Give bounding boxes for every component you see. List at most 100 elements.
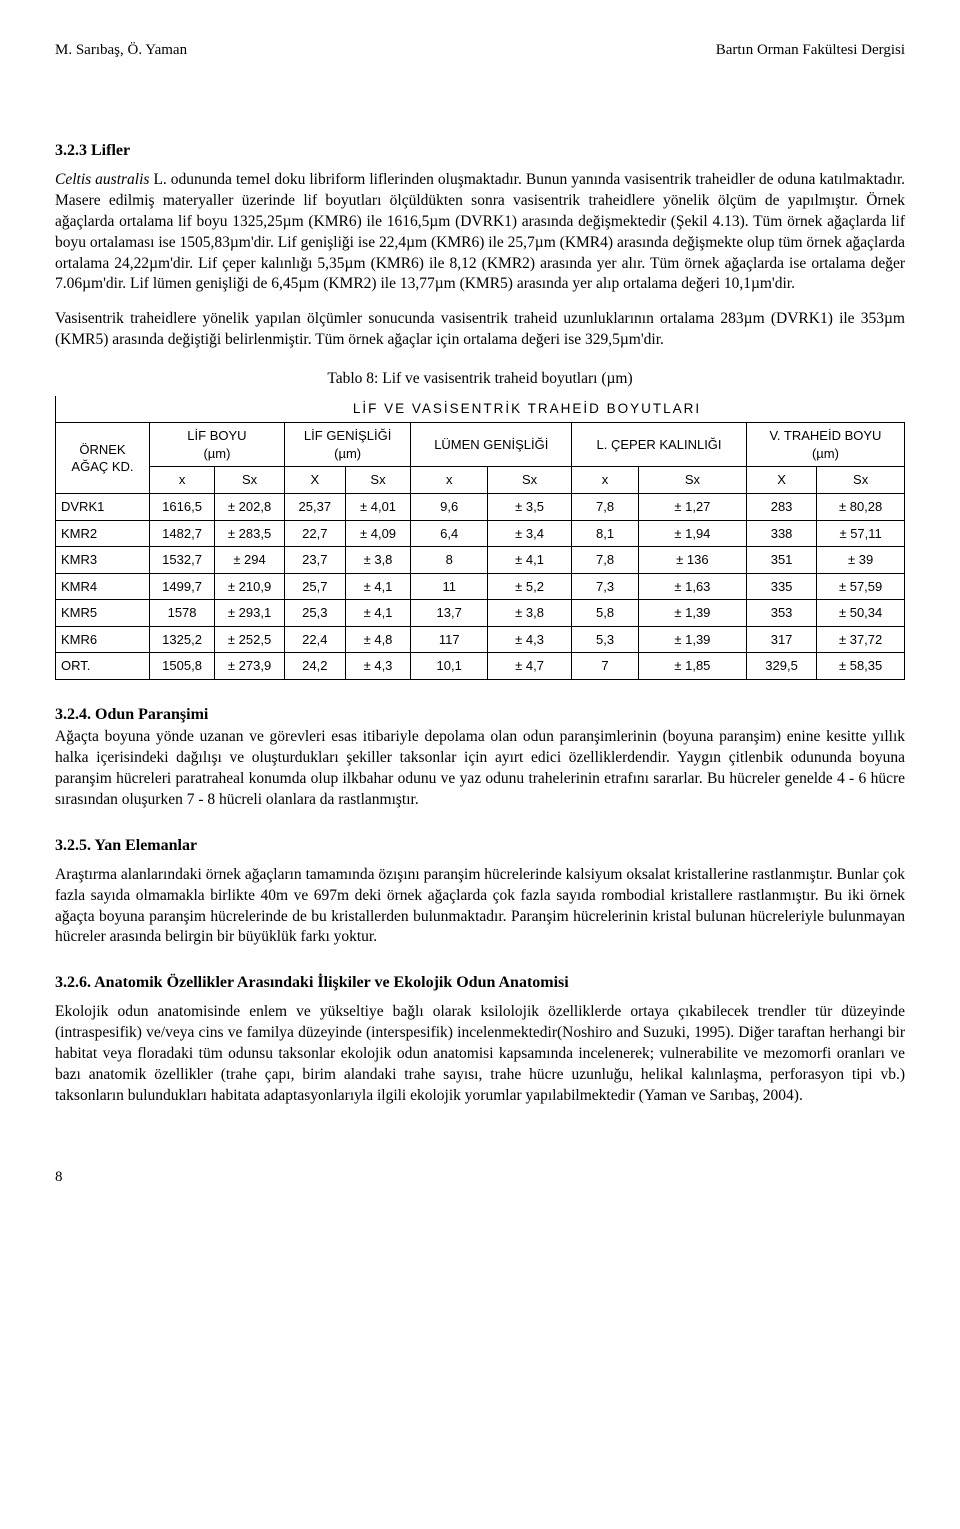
table8-cell-2-4: 8 <box>411 547 488 574</box>
section-325-p1: Araştırma alanlarındaki örnek ağaçların … <box>55 865 905 949</box>
table8-cell-2-7: ± 136 <box>638 547 746 574</box>
table8-cell-2-0: 1532,7 <box>149 547 214 574</box>
table8-cell-2-5: ± 4,1 <box>488 547 572 574</box>
table8-cell-0-0: 1616,5 <box>149 494 214 521</box>
table8-cell-5-0: 1325,2 <box>149 626 214 653</box>
table8-cell-5-3: ± 4,8 <box>345 626 411 653</box>
table8-cell-4-6: 5,8 <box>572 600 639 627</box>
table8-cell-4-0: 1578 <box>149 600 214 627</box>
table8-cell-6-6: 7 <box>572 653 639 680</box>
table8-rowname-0: DVRK1 <box>56 494 150 521</box>
header-left: M. Sarıbaş, Ö. Yaman <box>55 40 187 60</box>
table8-rowname-6: ORT. <box>56 653 150 680</box>
table8-cell-5-7: ± 1,39 <box>638 626 746 653</box>
table8-cell-3-3: ± 4,1 <box>345 573 411 600</box>
table8-cell-4-4: 13,7 <box>411 600 488 627</box>
table8-supertitle: LİF VE VASİSENTRİK TRAHEİD BOYUTLARI <box>149 396 904 423</box>
table8-cell-1-4: 6,4 <box>411 520 488 547</box>
table8-cell-1-0: 1482,7 <box>149 520 214 547</box>
table8-rowname-5: KMR6 <box>56 626 150 653</box>
table-row: ORT.1505,8± 273,924,2± 4,310,1± 4,77± 1,… <box>56 653 905 680</box>
table8-subhead-4: x <box>411 467 488 494</box>
table8-cell-4-2: 25,3 <box>284 600 345 627</box>
table8-group-1: LİF GENİŞLİĞİ(µm) <box>284 423 410 467</box>
table8-group-4: V. TRAHEİD BOYU(µm) <box>746 423 904 467</box>
section-323-title: 3.2.3 Lifler <box>55 140 905 162</box>
table8-cell-6-4: 10,1 <box>411 653 488 680</box>
table8-cell-5-2: 22,4 <box>284 626 345 653</box>
table8-group-0: LİF BOYU(µm) <box>149 423 284 467</box>
section-324-title: 3.2.4. Odun Paranşimi <box>55 704 905 726</box>
section-323-p2: Vasisentrik traheidlere yönelik yapılan … <box>55 309 905 351</box>
table8-cell-6-0: 1505,8 <box>149 653 214 680</box>
table8-cell-6-5: ± 4,7 <box>488 653 572 680</box>
table8-cell-1-6: 8,1 <box>572 520 639 547</box>
table8-cell-5-8: 317 <box>746 626 816 653</box>
table8-cell-5-6: 5,3 <box>572 626 639 653</box>
table8-cell-4-5: ± 3,8 <box>488 600 572 627</box>
table8-subhead-8: X <box>746 467 816 494</box>
table8-cell-2-1: ± 294 <box>215 547 285 574</box>
table8-cell-0-9: ± 80,28 <box>817 494 905 521</box>
table8-cell-3-8: 335 <box>746 573 816 600</box>
table8-cell-4-7: ± 1,39 <box>638 600 746 627</box>
page-number: 8 <box>55 1167 905 1187</box>
section-326-p1: Ekolojik odun anatomisinde enlem ve yüks… <box>55 1002 905 1107</box>
table8-rowname-3: KMR4 <box>56 573 150 600</box>
table8-subhead-9: Sx <box>817 467 905 494</box>
table8: LİF VE VASİSENTRİK TRAHEİD BOYUTLARIÖRNE… <box>55 396 905 680</box>
table8-cell-2-6: 7,8 <box>572 547 639 574</box>
table8-cell-6-8: 329,5 <box>746 653 816 680</box>
table8-rowname-4: KMR5 <box>56 600 150 627</box>
table-row: KMR51578± 293,125,3± 4,113,7± 3,85,8± 1,… <box>56 600 905 627</box>
page-header: M. Sarıbaş, Ö. Yaman Bartın Orman Fakült… <box>55 40 905 60</box>
table8-cell-4-8: 353 <box>746 600 816 627</box>
table8-cell-3-6: 7,3 <box>572 573 639 600</box>
table8-cell-1-9: ± 57,11 <box>817 520 905 547</box>
table8-cell-5-9: ± 37,72 <box>817 626 905 653</box>
table8-col0-label: ÖRNEKAĞAÇ KD. <box>56 423 150 494</box>
table8-cell-3-0: 1499,7 <box>149 573 214 600</box>
table8-cell-0-2: 25,37 <box>284 494 345 521</box>
table8-subhead-6: x <box>572 467 639 494</box>
table8-cell-6-2: 24,2 <box>284 653 345 680</box>
table8-subhead-7: Sx <box>638 467 746 494</box>
table8-cell-1-1: ± 283,5 <box>215 520 285 547</box>
table8-cell-6-9: ± 58,35 <box>817 653 905 680</box>
table8-group-3: L. ÇEPER KALINLIĞI <box>572 423 747 467</box>
table8-subhead-1: Sx <box>215 467 285 494</box>
table8-subhead-2: X <box>284 467 345 494</box>
table8-cell-1-2: 22,7 <box>284 520 345 547</box>
table8-cell-0-4: 9,6 <box>411 494 488 521</box>
table8-cell-0-6: 7,8 <box>572 494 639 521</box>
table8-cell-3-2: 25,7 <box>284 573 345 600</box>
header-right: Bartın Orman Fakültesi Dergisi <box>716 40 905 60</box>
table8-cell-2-8: 351 <box>746 547 816 574</box>
table8-subhead-0: x <box>149 467 214 494</box>
table8-cell-2-9: ± 39 <box>817 547 905 574</box>
table8-cell-5-4: 117 <box>411 626 488 653</box>
table8-subhead-3: Sx <box>345 467 411 494</box>
table8-cell-6-1: ± 273,9 <box>215 653 285 680</box>
section-325-title: 3.2.5. Yan Elemanlar <box>55 835 905 857</box>
table8-cell-0-3: ± 4,01 <box>345 494 411 521</box>
table8-cell-6-3: ± 4,3 <box>345 653 411 680</box>
table8-cell-5-1: ± 252,5 <box>215 626 285 653</box>
table8-cell-0-8: 283 <box>746 494 816 521</box>
table-row: KMR61325,2± 252,522,4± 4,8117± 4,35,3± 1… <box>56 626 905 653</box>
table8-cell-4-1: ± 293,1 <box>215 600 285 627</box>
table8-cell-1-7: ± 1,94 <box>638 520 746 547</box>
table8-rowname-1: KMR2 <box>56 520 150 547</box>
table-row: DVRK11616,5± 202,825,37± 4,019,6± 3,57,8… <box>56 494 905 521</box>
table8-cell-2-2: 23,7 <box>284 547 345 574</box>
table8-cell-6-7: ± 1,85 <box>638 653 746 680</box>
table8-cell-5-5: ± 4,3 <box>488 626 572 653</box>
table8-cell-1-3: ± 4,09 <box>345 520 411 547</box>
table-row: KMR41499,7± 210,925,7± 4,111± 5,27,3± 1,… <box>56 573 905 600</box>
table8-cell-3-7: ± 1,63 <box>638 573 746 600</box>
section-326-title: 3.2.6. Anatomik Özellikler Arasındaki İl… <box>55 972 905 994</box>
table8-cell-2-3: ± 3,8 <box>345 547 411 574</box>
table8-caption: Tablo 8: Lif ve vasisentrik traheid boyu… <box>55 369 905 390</box>
table8-cell-1-5: ± 3,4 <box>488 520 572 547</box>
table8-subhead-5: Sx <box>488 467 572 494</box>
